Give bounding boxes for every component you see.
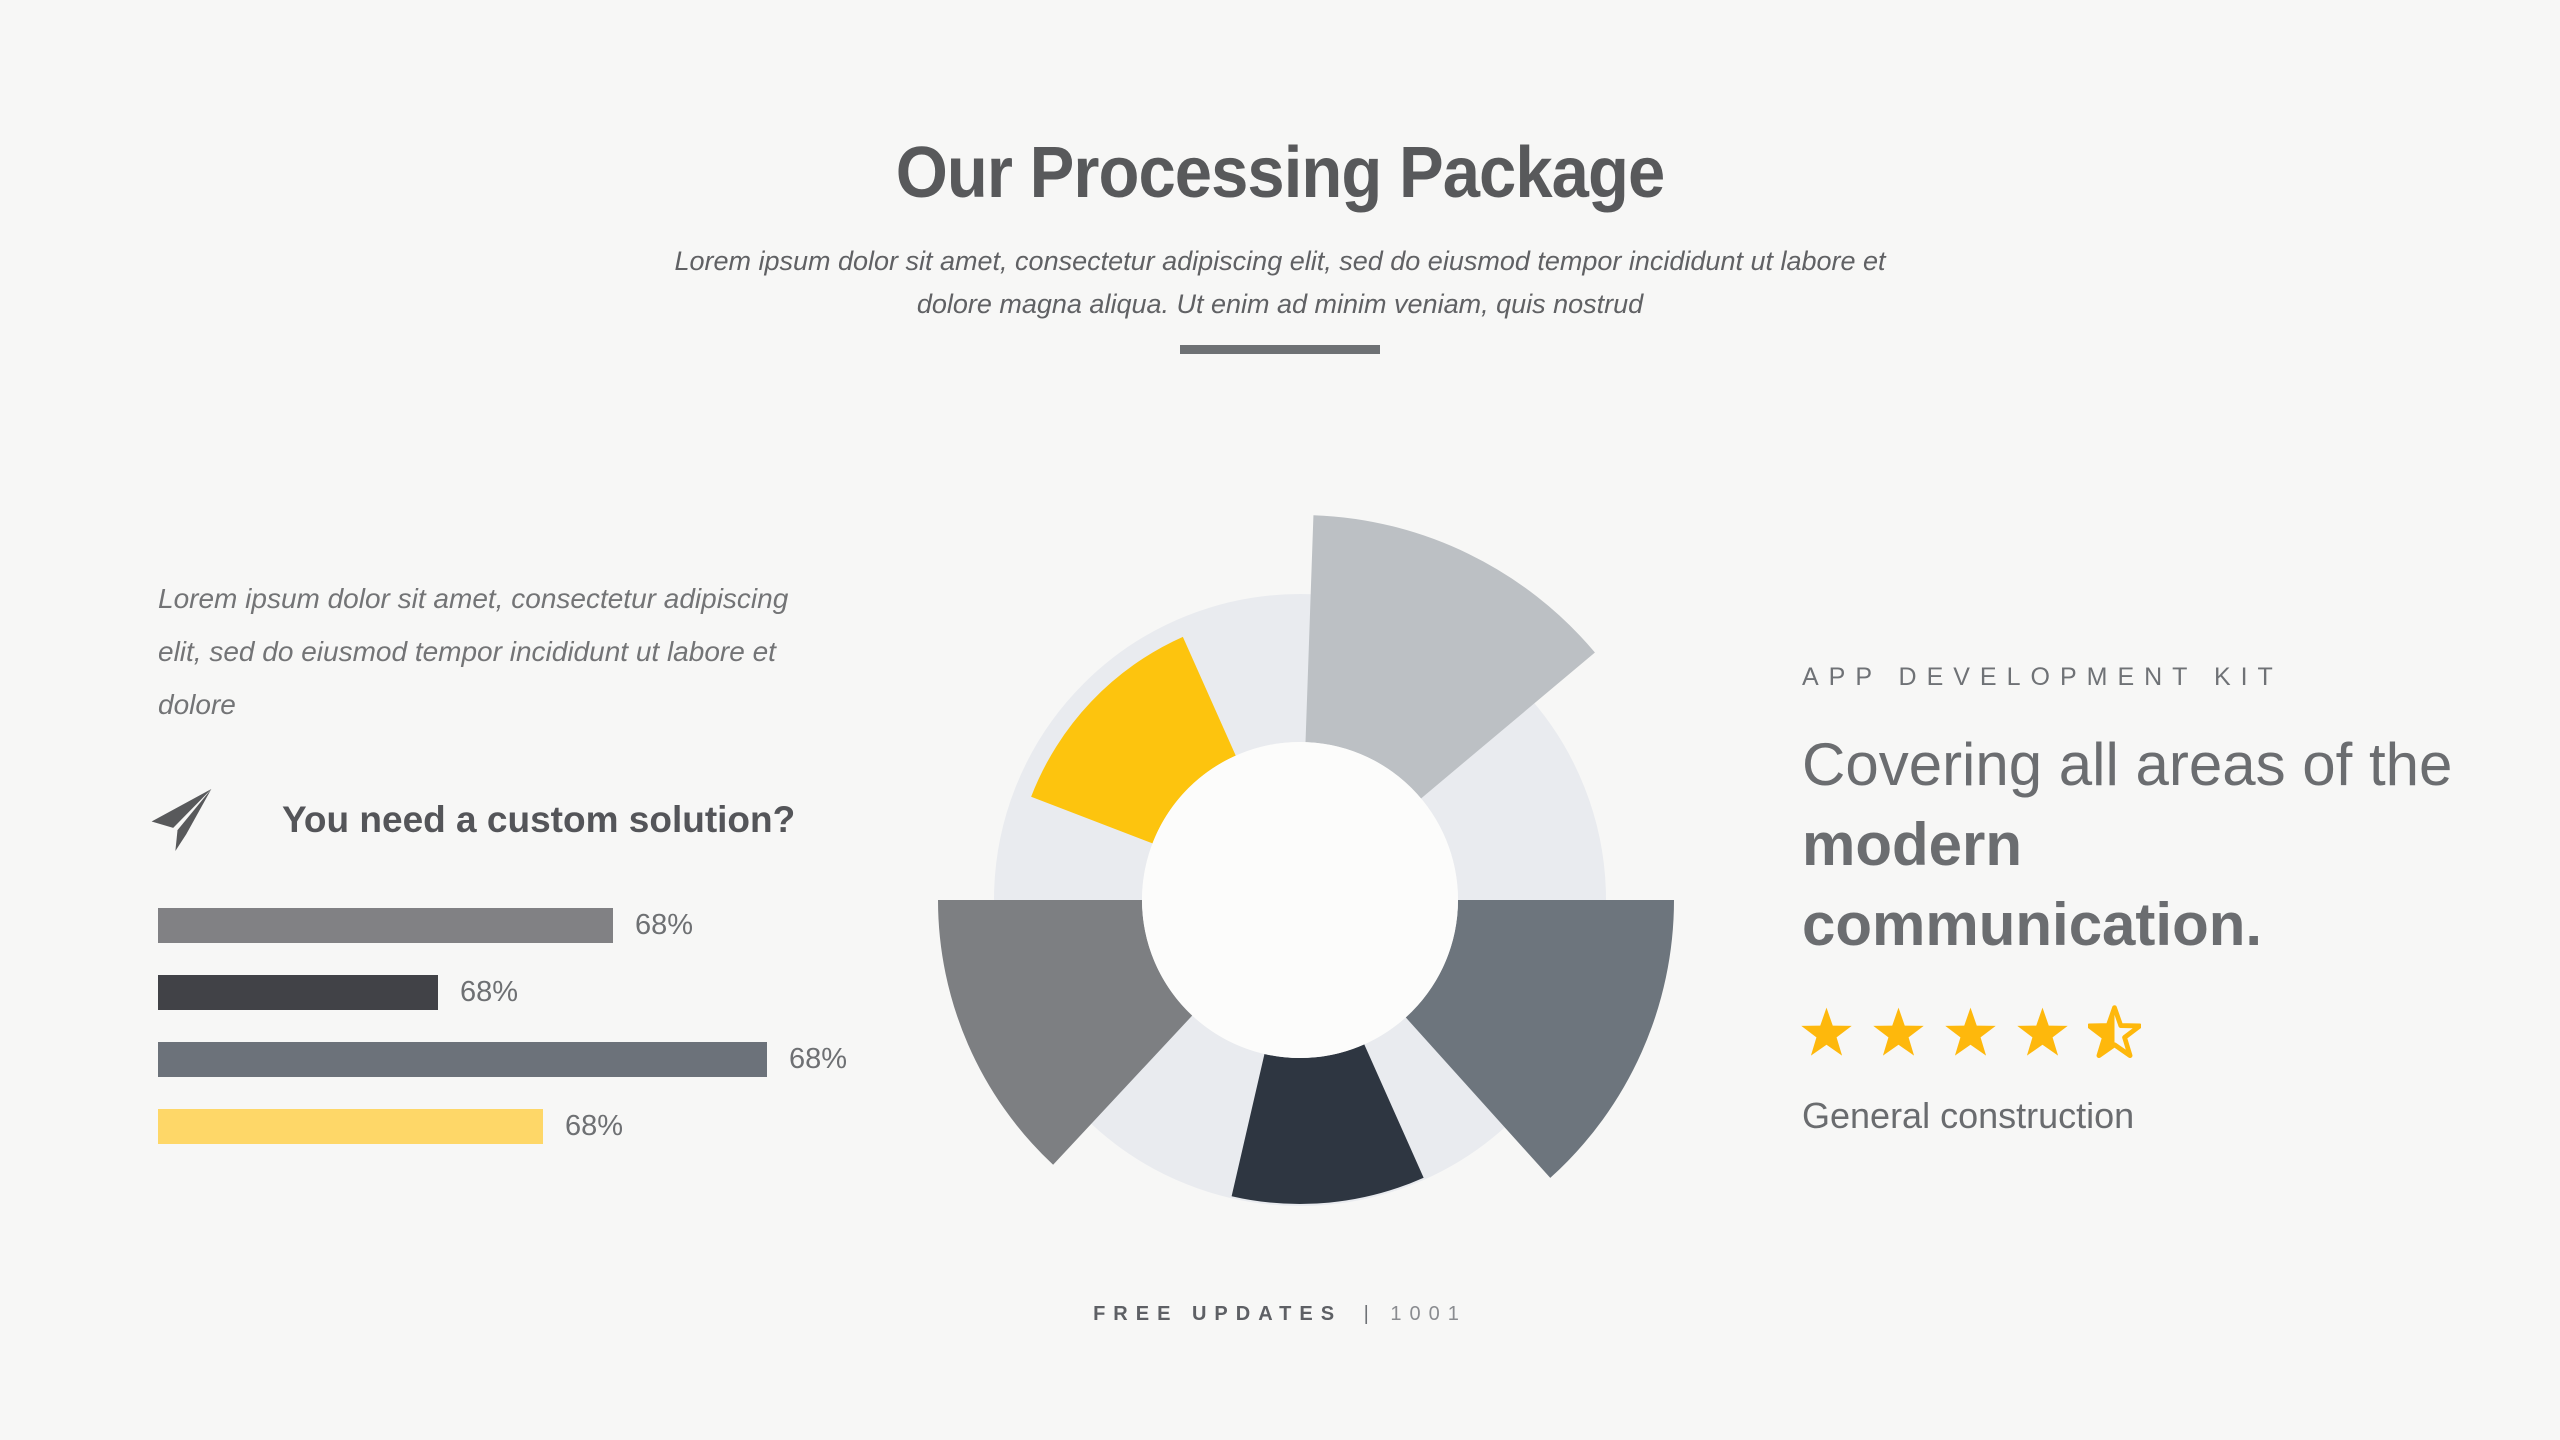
bar-fill-bar-2 bbox=[158, 975, 438, 1010]
subtitle: Lorem ipsum dolor sit amet, consectetur … bbox=[674, 246, 1886, 319]
donut-segment-silver bbox=[1305, 515, 1595, 799]
kicker: APP DEVELOPMENT KIT bbox=[1802, 663, 2283, 691]
bar-fill-bar-1 bbox=[158, 908, 613, 943]
donut-segment-slate bbox=[1405, 900, 1674, 1178]
bar-fill-bar-4 bbox=[158, 1109, 543, 1144]
bar-value-label: 68% bbox=[565, 1110, 624, 1142]
page-title: Our Processing Package bbox=[895, 133, 1665, 213]
rating-stars bbox=[1800, 1005, 2160, 1058]
donut-segment-gray bbox=[938, 900, 1193, 1165]
bar-fill-bar-3 bbox=[158, 1042, 767, 1077]
footer-free-updates: FREE UPDATES bbox=[1093, 1303, 1343, 1325]
bar-value-label: 68% bbox=[789, 1043, 848, 1075]
star-icon bbox=[1801, 1007, 1852, 1056]
star-icon bbox=[1945, 1007, 1996, 1056]
bar-value-label: 68% bbox=[460, 976, 519, 1008]
big-heading-bold: modern communication. bbox=[1802, 811, 2263, 958]
rating-label: General construction bbox=[1802, 1095, 2135, 1136]
bar-value-label: 68% bbox=[635, 909, 694, 941]
footer: FREE UPDATES | 1001 bbox=[0, 1303, 2560, 1326]
question-row: You need a custom solution? bbox=[148, 778, 795, 862]
star-icon bbox=[1873, 1007, 1924, 1056]
footer-number: 1001 bbox=[1390, 1303, 1467, 1325]
question-heading: You need a custom solution? bbox=[282, 799, 796, 840]
paper-plane-icon bbox=[151, 789, 212, 851]
big-heading-normal: Covering all areas of the bbox=[1802, 731, 2453, 798]
donut-chart bbox=[938, 515, 1674, 1206]
bar-row: 68% bbox=[158, 975, 1058, 1010]
star-icon bbox=[2017, 1007, 2068, 1056]
footer-separator: | bbox=[1363, 1303, 1369, 1325]
divider bbox=[1180, 345, 1380, 354]
donut-segment-yellow bbox=[1031, 636, 1236, 844]
donut-segment-dark bbox=[1231, 1044, 1424, 1204]
star-icon bbox=[2088, 1005, 2141, 1058]
big-heading: Covering all areas of the modern communi… bbox=[1802, 725, 2492, 965]
bar-row: 68% bbox=[158, 1042, 1058, 1077]
donut-hole bbox=[1142, 742, 1458, 1058]
bar-row: 68% bbox=[158, 908, 1058, 943]
bar-chart: 68% 68% 68% 68% bbox=[158, 908, 1058, 1176]
left-paragraph: Lorem ipsum dolor sit amet, consectetur … bbox=[158, 583, 789, 720]
bar-row: 68% bbox=[158, 1109, 1058, 1144]
